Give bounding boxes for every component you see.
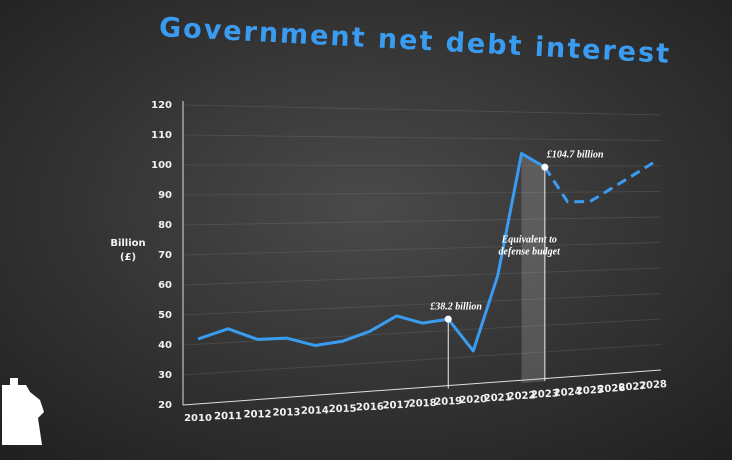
grid-line <box>182 191 662 196</box>
annotation: £104.7 billion <box>546 149 604 160</box>
x-tick-label: 2024 <box>553 387 581 399</box>
highlight-area <box>521 153 545 383</box>
annotation-point <box>541 163 549 171</box>
x-tick-label: 2010 <box>184 413 212 424</box>
annotation: Equivalent to <box>501 234 557 245</box>
y-tick-label: 30 <box>158 370 172 381</box>
x-tick-label: 2018 <box>409 398 437 410</box>
y-axis-label: (£) <box>120 252 136 263</box>
grid-line <box>182 242 662 256</box>
y-tick-label: 120 <box>151 100 172 111</box>
grid-line <box>182 344 662 376</box>
y-tick-label: 40 <box>158 340 172 351</box>
y-tick-label: 50 <box>158 310 172 321</box>
y-tick-label: 110 <box>151 130 172 141</box>
grid-line <box>182 164 662 167</box>
annotation-point <box>444 315 452 323</box>
x-tick-label: 2028 <box>639 379 668 392</box>
annotation: £38.2 billion <box>429 301 482 312</box>
y-tick-label: 80 <box>158 220 172 231</box>
y-tick-label: 90 <box>158 190 172 201</box>
x-tick-label: 2021 <box>484 392 512 404</box>
y-tick-label: 70 <box>158 250 172 261</box>
x-tick-label: 2023 <box>531 388 559 400</box>
grid-line <box>182 318 662 346</box>
grid-line <box>182 293 662 316</box>
data-line <box>197 152 546 353</box>
grid-line <box>182 104 662 116</box>
x-tick-label: 2025 <box>576 385 604 398</box>
grid-line <box>182 267 662 286</box>
y-axis-label: Billion <box>110 238 145 249</box>
x-tick-label: 2027 <box>618 381 647 394</box>
grid-line <box>182 216 662 226</box>
x-tick-label: 2019 <box>434 396 462 408</box>
x-tick-label: 2016 <box>356 402 384 414</box>
y-tick-label: 100 <box>151 160 172 171</box>
grid-line <box>182 134 662 141</box>
x-tick-label: 2017 <box>383 400 411 412</box>
logo <box>2 378 44 445</box>
annotation: defense budget <box>499 246 562 257</box>
x-tick-label: 2012 <box>244 409 272 420</box>
x-tick-label: 2011 <box>214 411 242 422</box>
x-tick-label: 2013 <box>272 407 300 418</box>
x-tick-label: 2015 <box>329 404 357 416</box>
x-tick-label: 2014 <box>301 405 329 416</box>
x-tick-label: 2026 <box>597 383 626 396</box>
data-line <box>543 161 654 204</box>
y-tick-label: 60 <box>158 280 172 291</box>
x-tick-label: 2022 <box>507 390 535 402</box>
x-axis <box>182 369 662 406</box>
y-tick-label: 20 <box>158 400 172 411</box>
x-tick-label: 2020 <box>459 394 487 406</box>
